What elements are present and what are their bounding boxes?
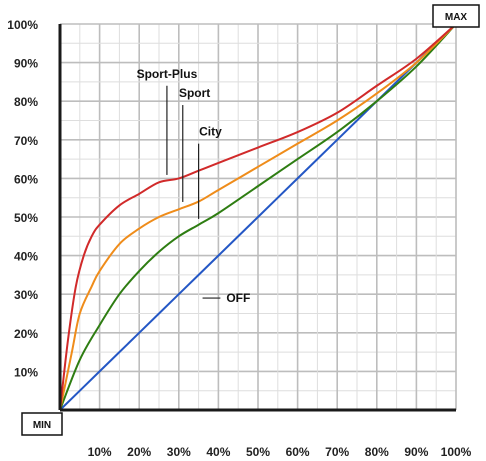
series-line-sport-plus: [59, 23, 457, 411]
y-tick-label: 30%: [14, 288, 38, 302]
min-box: [21, 412, 63, 436]
y-tick-label: 60%: [14, 172, 38, 186]
x-tick-label: 20%: [127, 445, 151, 459]
y-tick-label: 100%: [7, 18, 38, 32]
y-tick-label: 10%: [14, 365, 38, 379]
annotation-sport: Sport: [179, 86, 210, 100]
tick-labels: 10% 20% 30% 40% 50% 60% 70% 80% 90% 100% 10% 20% 30%…: [7, 18, 471, 459]
annotations: Sport-Plus Sport City OFF: [137, 67, 251, 305]
series-lines: [59, 23, 457, 411]
x-tick-label: 10%: [88, 445, 112, 459]
annotation-city: City: [199, 125, 222, 139]
annotation-off: OFF: [226, 291, 250, 305]
x-tick-label: 90%: [404, 445, 428, 459]
y-tick-label: 40%: [14, 250, 38, 264]
series-line-city: [59, 23, 457, 411]
x-tick-label: 40%: [206, 445, 230, 459]
y-tick-label: 20%: [14, 327, 38, 341]
max-box: [432, 4, 480, 28]
annotation-sport-plus: Sport-Plus: [137, 67, 198, 81]
x-tick-label: 30%: [167, 445, 191, 459]
series-line-sport: [59, 23, 457, 411]
y-tick-label: 80%: [14, 95, 38, 109]
grid-lines: [60, 23, 457, 410]
max-label: MAX: [445, 12, 468, 23]
x-tick-label: 80%: [365, 445, 389, 459]
y-tick-label: 70%: [14, 134, 38, 148]
series-line-off: [59, 23, 457, 411]
y-tick-label: 50%: [14, 211, 38, 225]
y-tick-label: 90%: [14, 57, 38, 71]
min-label: MIN: [33, 420, 51, 431]
x-tick-label: 50%: [246, 445, 270, 459]
min-marker: MIN: [21, 412, 63, 436]
x-tick-label: 70%: [325, 445, 349, 459]
x-tick-label: 60%: [286, 445, 310, 459]
max-marker: MAX: [432, 4, 480, 28]
x-tick-label: 100%: [441, 445, 472, 459]
